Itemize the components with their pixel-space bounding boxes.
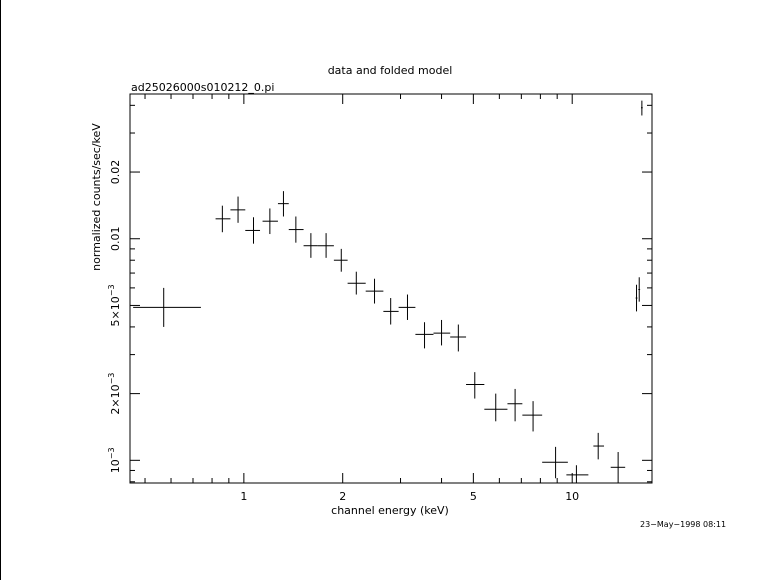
data-point bbox=[398, 294, 416, 320]
y-tick-label: 2×10−3 bbox=[107, 373, 122, 415]
data-point bbox=[277, 191, 289, 217]
y-tick-label: 5×10−3 bbox=[107, 284, 122, 326]
data-point bbox=[610, 452, 626, 483]
data-point bbox=[484, 393, 508, 422]
axis-ticks bbox=[130, 94, 652, 483]
x-tick-label: 1 bbox=[240, 490, 247, 503]
plot-frame bbox=[129, 93, 653, 484]
data-point bbox=[542, 446, 568, 479]
data-point bbox=[638, 277, 641, 302]
data-point bbox=[635, 284, 638, 312]
data-point bbox=[288, 216, 304, 243]
axis-tick-labels: 1 2 5 10 10−3 2×10−3 5×10−3 0.01 0.02 bbox=[107, 160, 579, 503]
data-point bbox=[347, 271, 366, 295]
data-point bbox=[333, 248, 348, 272]
data-point bbox=[245, 217, 261, 244]
x-tick-label: 2 bbox=[339, 490, 346, 503]
x-axis-label: channel energy (keV) bbox=[331, 504, 449, 517]
data-point bbox=[317, 233, 334, 258]
y-tick-label: 10−3 bbox=[107, 447, 122, 473]
data-point bbox=[415, 322, 434, 349]
data-point bbox=[433, 319, 451, 346]
data-point bbox=[365, 278, 384, 304]
data-point bbox=[522, 401, 543, 432]
data-point bbox=[230, 196, 246, 223]
data-point bbox=[215, 205, 231, 233]
x-tick-label: 5 bbox=[470, 490, 477, 503]
data-point bbox=[593, 432, 605, 460]
chart-title: data and folded model bbox=[327, 64, 453, 77]
data-point bbox=[566, 465, 589, 483]
data-points bbox=[133, 100, 643, 483]
data-point bbox=[133, 287, 201, 327]
data-point bbox=[640, 100, 643, 116]
window-edge bbox=[0, 0, 1, 580]
data-point bbox=[466, 372, 485, 399]
y-tick-label: 0.02 bbox=[109, 160, 122, 185]
data-point bbox=[450, 324, 467, 352]
x-tick-label: 10 bbox=[565, 490, 579, 503]
data-point bbox=[383, 298, 399, 325]
timestamp: 23−May−1998 08:11 bbox=[640, 520, 727, 529]
y-tick-label: 0.01 bbox=[109, 226, 122, 251]
data-point bbox=[507, 388, 523, 422]
data-point bbox=[262, 208, 278, 235]
chart-subtitle: ad25026000s010212_0.pi bbox=[131, 81, 275, 94]
data-point bbox=[303, 233, 318, 258]
y-axis-label: normalized counts/sec/keV bbox=[90, 123, 103, 271]
